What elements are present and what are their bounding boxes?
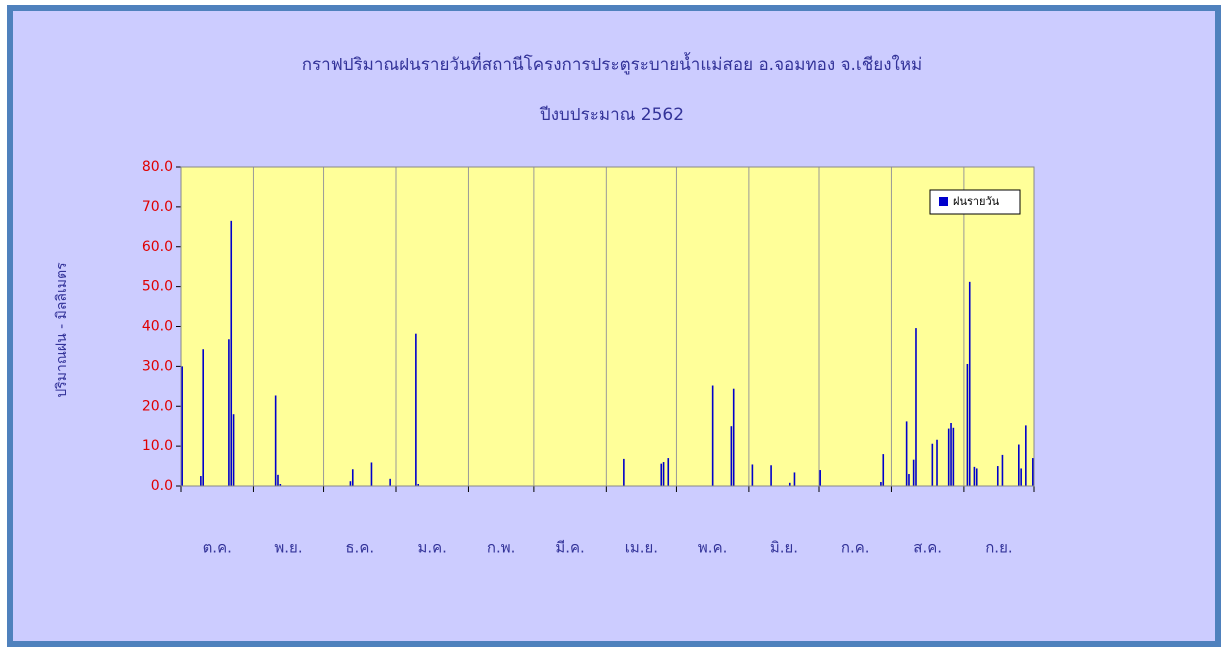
y-tick-label: 30.0 (142, 358, 173, 374)
bar (711, 385, 714, 486)
bar (770, 465, 772, 486)
bar (232, 414, 235, 486)
bar (274, 395, 277, 486)
bar (660, 463, 663, 486)
bar (819, 470, 821, 486)
y-tick-label: 10.0 (142, 438, 173, 454)
y-tick-label: 60.0 (142, 239, 173, 255)
bar (277, 474, 279, 486)
x-tick-label: ธ.ค. (345, 539, 374, 557)
y-axis-label: ปริมาณฝน - มิลลิเมตร (54, 262, 70, 398)
bar (966, 363, 969, 486)
bar (931, 443, 934, 486)
bar (230, 220, 233, 487)
y-tick-label: 40.0 (142, 319, 173, 335)
x-tick-label: ส.ค. (913, 539, 942, 557)
bar (751, 464, 754, 486)
bar (730, 426, 733, 486)
y-tick-label: 50.0 (142, 279, 173, 295)
x-tick-label: ก.พ. (487, 539, 516, 557)
y-tick-label: 80.0 (142, 159, 173, 175)
bar (947, 428, 950, 486)
plot-border (180, 166, 1035, 487)
x-tick-label: ก.ค. (841, 539, 870, 557)
bar (915, 328, 917, 486)
bar (936, 439, 938, 486)
bar (952, 427, 955, 486)
x-tick-label: ต.ค. (203, 539, 232, 557)
bar (667, 458, 670, 486)
bar (996, 466, 999, 486)
x-tick-label: เม.ย. (625, 539, 658, 557)
bar (417, 484, 420, 486)
x-tick-label: มี.ค. (555, 539, 584, 557)
bar (202, 349, 205, 486)
bar (908, 474, 910, 486)
bar (349, 481, 352, 486)
legend-swatch (939, 197, 948, 206)
bar (1025, 425, 1027, 486)
bar (370, 462, 373, 486)
bar (973, 466, 976, 486)
bar (880, 482, 882, 486)
chart-subtitle: ปีงบประมาณ 2562 (539, 105, 684, 125)
y-tick-label: 70.0 (142, 199, 173, 215)
bar (975, 468, 978, 486)
chart-title: กราฟปริมาณฝนรายวันที่สถานีโครงการประตูระ… (302, 52, 923, 75)
bar (181, 366, 183, 486)
x-tick-label: มิ.ย. (770, 539, 798, 557)
x-tick-label: พ.ค. (698, 539, 727, 557)
bar (950, 422, 952, 486)
x-tick-label: ม.ค. (417, 539, 446, 557)
bar (905, 421, 908, 486)
bar (882, 454, 885, 486)
x-tick-label: พ.ย. (274, 539, 302, 557)
bar (788, 482, 791, 486)
bar (351, 469, 354, 486)
bar (415, 333, 417, 486)
bar (793, 472, 796, 486)
bar (279, 484, 282, 486)
legend-label: ฝนรายวัน (953, 195, 1000, 208)
bar (968, 281, 971, 486)
bar (228, 339, 230, 486)
x-tick-label: ก.ย. (985, 539, 1012, 557)
bar (912, 459, 915, 486)
bar (200, 476, 202, 486)
bar (1001, 454, 1004, 486)
bar (389, 478, 391, 486)
bar (732, 388, 735, 486)
bar (1018, 444, 1020, 486)
bar (662, 462, 665, 486)
y-tick-label: 0.0 (151, 478, 173, 494)
y-tick-label: 20.0 (142, 398, 173, 414)
bar (1020, 468, 1022, 486)
bar (1032, 458, 1034, 486)
bar (623, 458, 625, 486)
